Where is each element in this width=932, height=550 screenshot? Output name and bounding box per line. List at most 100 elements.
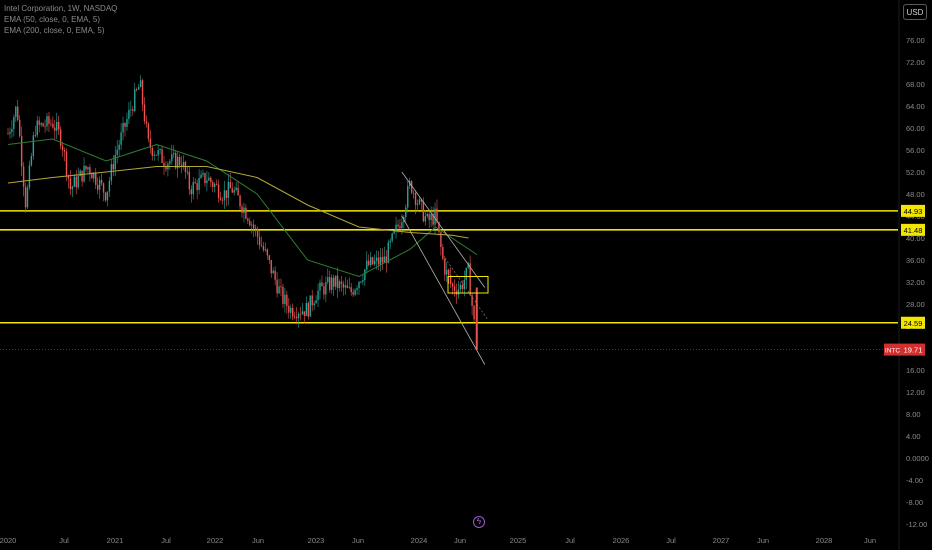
candle-body <box>116 149 118 155</box>
y-tick-label: 16.00 <box>906 366 925 375</box>
last-price-value: 19.71 <box>904 346 923 355</box>
y-tick-label: 32.00 <box>906 278 925 287</box>
candle-body <box>253 224 255 229</box>
candle-body <box>65 151 68 176</box>
candle-body <box>176 157 179 169</box>
flash-icon[interactable]: ϟ <box>473 516 485 528</box>
y-tick-label: 64.00 <box>906 102 925 111</box>
candle-body <box>106 191 109 201</box>
candle-body <box>401 222 403 228</box>
candle-body <box>428 214 430 221</box>
candle-body <box>346 285 348 288</box>
candle-body <box>465 267 467 280</box>
candle-body <box>297 313 300 319</box>
y-tick-label: -12.00 <box>906 520 927 529</box>
candle-body <box>221 199 224 201</box>
candle-body <box>436 208 438 222</box>
candle-body <box>371 257 374 265</box>
candle-body <box>393 230 395 234</box>
y-tick-label: 28.00 <box>906 300 925 309</box>
price-level-value: 41.48 <box>904 226 923 235</box>
candle-body <box>198 178 200 191</box>
candle-body <box>397 224 399 227</box>
y-tick-label: 40.00 <box>906 234 925 243</box>
candle-body <box>307 303 309 317</box>
candle-body <box>17 106 19 120</box>
candle-body <box>225 190 228 198</box>
candle-body <box>364 269 366 281</box>
candle-body <box>139 80 142 88</box>
candle-body <box>87 167 89 170</box>
candle-body <box>58 121 60 130</box>
candle-body <box>163 162 165 167</box>
candle-body <box>217 184 220 199</box>
legend-ema50: EMA (50, close, 0, EMA, 5) <box>4 15 101 24</box>
candle-body <box>91 173 93 179</box>
price-level-value: 44.93 <box>904 207 923 216</box>
candle-body <box>85 165 87 170</box>
candle-body <box>303 311 306 316</box>
last-price-tag <box>901 343 925 356</box>
candle-body <box>192 182 194 195</box>
price-level-tag <box>901 316 925 329</box>
x-tick-label: 2028 <box>816 536 833 545</box>
candle-body <box>32 135 35 157</box>
candle-body <box>412 192 415 194</box>
candle-body <box>98 179 101 190</box>
candle-body <box>284 294 286 305</box>
candle-body <box>69 178 72 190</box>
currency-button[interactable]: USD <box>903 4 927 20</box>
candle-body <box>169 161 171 164</box>
candle-body <box>323 286 325 295</box>
candle-body <box>141 80 144 105</box>
candle-body <box>305 303 308 316</box>
candle-body <box>48 116 50 124</box>
candle-body <box>102 183 105 193</box>
candle-body <box>270 259 272 274</box>
y-tick-label: 36.00 <box>906 256 925 265</box>
candle-body <box>118 144 120 150</box>
candle-body <box>457 289 460 295</box>
candle-body <box>175 153 177 169</box>
candle-body <box>344 285 347 288</box>
candle-body <box>391 233 393 241</box>
candle-body <box>206 180 208 184</box>
candle-body <box>157 149 159 156</box>
candle-body <box>178 157 181 165</box>
candle-body <box>161 149 163 163</box>
x-tick-label: Jul <box>59 536 69 545</box>
candle-body <box>194 182 196 184</box>
x-tick-label: 2024 <box>411 536 428 545</box>
candle-body <box>266 249 269 256</box>
candle-body <box>245 207 247 219</box>
candle-body <box>143 104 146 122</box>
candle-body <box>147 123 150 139</box>
candle-body <box>373 260 376 265</box>
candle-body <box>200 174 202 179</box>
x-tick-label: 2020 <box>0 536 16 545</box>
candle-body <box>440 232 442 247</box>
candle-body <box>313 303 315 306</box>
candle-body <box>134 89 136 111</box>
candle-body <box>280 286 282 288</box>
projection-line <box>444 257 489 321</box>
candle-body <box>124 122 126 127</box>
candle-body <box>132 109 134 111</box>
candle-body <box>128 109 130 120</box>
ema50-line <box>7 138 478 278</box>
candle-body <box>340 281 343 284</box>
candle-body <box>362 280 364 282</box>
x-tick-label: Jul <box>161 536 171 545</box>
candle-body <box>214 184 216 187</box>
candle-body <box>451 283 454 287</box>
candle-body <box>28 165 31 188</box>
candle-body <box>249 220 251 226</box>
candle-body <box>165 166 167 170</box>
candle-body <box>171 154 173 162</box>
candle-body <box>407 186 409 208</box>
candle-body <box>448 269 450 276</box>
candle-body <box>348 287 350 289</box>
candle-body <box>50 123 52 125</box>
candle-body <box>159 149 161 150</box>
